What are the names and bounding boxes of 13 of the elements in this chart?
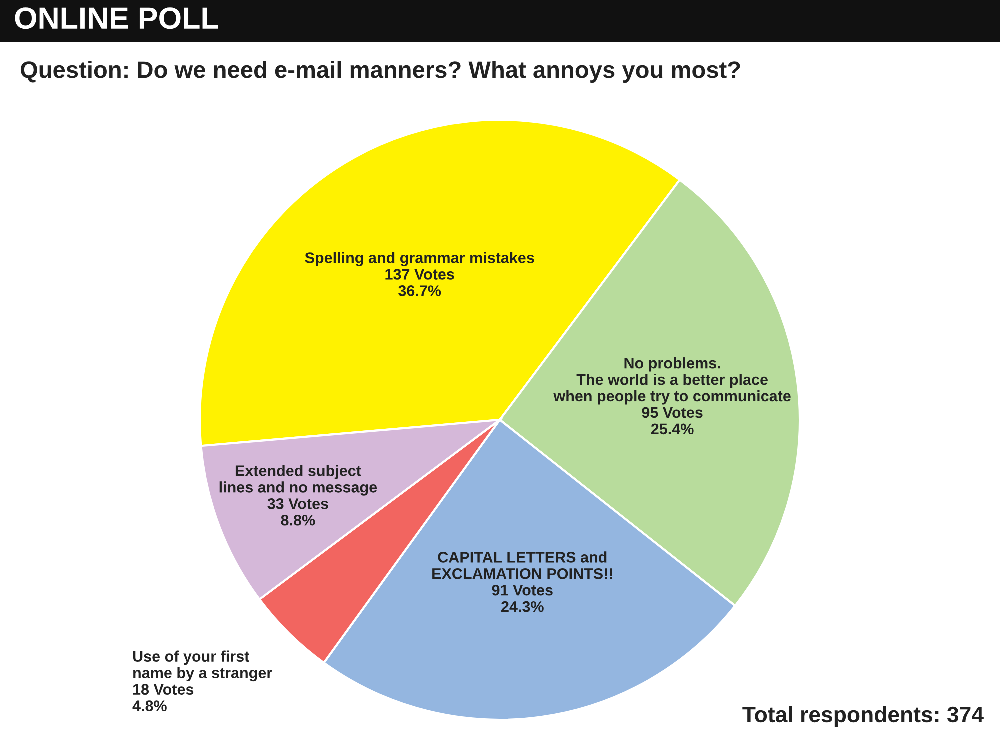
data-label: 137 Votes 36.7%	[386, 269, 454, 296]
data-label: 91 Votes 24.3%	[492, 584, 553, 612]
data-label: 18 Votes 4.8%	[132, 684, 194, 712]
chart-subtitle: Question: Do we need e-mail manners? What annoys you most?	[20, 60, 740, 84]
text: Total respondents: 374	[742, 706, 984, 727]
slice-label: No problems. The world is a better place when people try to communicate	[554, 358, 791, 405]
slice-label: Extended subject lines and no message	[220, 465, 378, 496]
data-label: 33 Votes 8.8%	[268, 498, 328, 526]
data-label: 95 Votes 25.4%	[642, 407, 703, 435]
slice-label: Spelling and grammar mistakes	[305, 252, 534, 266]
chart-title: ONLINE POLL	[15, 8, 218, 30]
slice-label: CAPITAL LETTERS and EXCLAMATION POINTS!!	[432, 552, 612, 580]
slice-label: Use of your first name by a stranger	[133, 650, 272, 682]
